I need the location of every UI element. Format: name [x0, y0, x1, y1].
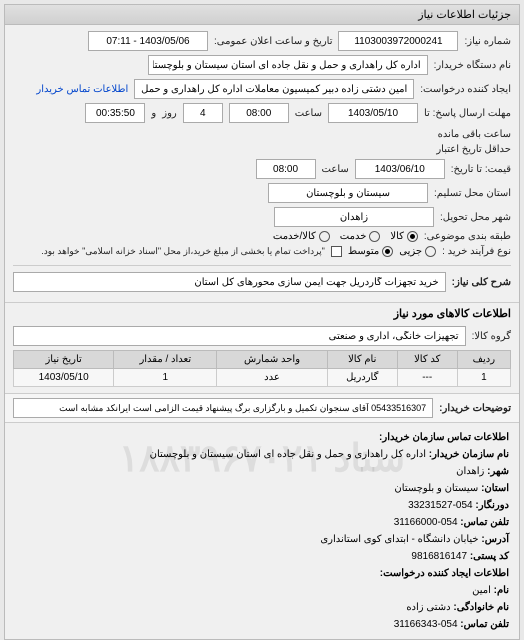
th-code: کد کالا	[397, 351, 457, 369]
radio-dot-icon	[319, 231, 330, 242]
need-no-field[interactable]	[338, 31, 458, 51]
contact-post-label: کد پستی:	[470, 551, 509, 562]
cell-code: ---	[397, 369, 457, 387]
deadline-time-field[interactable]	[229, 103, 289, 123]
table-row[interactable]: 1 --- گاردریل عدد 1 1403/05/10	[14, 369, 511, 387]
remain-days-field[interactable]	[183, 103, 223, 123]
province-field[interactable]	[268, 183, 428, 203]
contact-block: ستاد ۱۸۸۳۹۶۷۰۲۱ اطلاعات تماس سازمان خرید…	[5, 423, 519, 639]
panel-title: جزئیات اطلاعات نیاز	[5, 5, 519, 25]
contact-prov-value: سیستان و بلوچستان	[394, 483, 478, 494]
cell-qty: 1	[114, 369, 217, 387]
req-tel-label: تلفن تماس:	[460, 619, 509, 630]
announce-dt-field[interactable]	[88, 31, 208, 51]
contact-post-value: 9816816147	[411, 551, 467, 562]
deadline-label: مهلت ارسال پاسخ: تا	[424, 108, 511, 119]
validity-from-label: حداقل تاریخ اعتبار	[436, 144, 511, 155]
requester-field[interactable]	[134, 79, 414, 99]
validity-to-label: قیمت: تا تاریخ:	[451, 164, 511, 175]
contact-link[interactable]: اطلاعات تماس خریدار	[36, 84, 128, 95]
time-label-2: ساعت	[322, 164, 349, 175]
deadline-date-field[interactable]	[328, 103, 418, 123]
radio-dot-icon	[369, 231, 380, 242]
contact-tel-value: 054-33231527	[408, 500, 473, 511]
contact-title: اطلاعات تماس سازمان خریدار:	[379, 432, 509, 443]
pkg-type-group: کالا خدمت کالا/خدمت	[273, 231, 418, 242]
goods-group-field[interactable]	[13, 326, 466, 346]
contact-fax-label: تلفن تماس:	[460, 517, 509, 528]
req-fam-value: دشتی زاده	[406, 602, 450, 613]
and-label: و	[151, 108, 156, 119]
city-field[interactable]	[274, 207, 434, 227]
th-unit: واحد شمارش	[217, 351, 327, 369]
province-label: استان محل تسلیم:	[434, 188, 511, 199]
buyer-name-label: نام دستگاه خریدار:	[434, 60, 511, 71]
buy-type-note: "پرداخت تمام یا بخشی از مبلغ خرید،از محل…	[41, 246, 325, 257]
need-title-field[interactable]	[13, 272, 446, 292]
contact-prov-label: استان:	[481, 483, 509, 494]
org-label: نام سازمان خریدار:	[429, 449, 509, 460]
pkg-goods-service-radio[interactable]: کالا/خدمت	[273, 231, 330, 242]
buy-medium-radio[interactable]: متوسط	[348, 246, 393, 257]
need-details-panel: جزئیات اطلاعات نیاز شماره نیاز: تاریخ و …	[4, 4, 520, 640]
contact-fax-value: 054-31166000	[394, 517, 458, 528]
requester-label: ایجاد کننده درخواست:	[420, 84, 511, 95]
req-tel-value: 054-31166343	[394, 619, 458, 630]
form-area: شماره نیاز: تاریخ و ساعت اعلان عمومی: نا…	[5, 25, 519, 302]
buyer-notes-field[interactable]	[13, 398, 433, 418]
remaining-label: ساعت باقی مانده	[438, 129, 511, 140]
org-value: اداره کل راهداری و حمل و نقل جاده ای است…	[150, 449, 426, 460]
th-row: ردیف	[457, 351, 510, 369]
buyer-notes-label: توضیحات خریدار:	[439, 403, 511, 414]
goods-group-label: گروه کالا:	[472, 331, 511, 342]
th-qty: تعداد / مقدار	[114, 351, 217, 369]
validity-date-field[interactable]	[355, 159, 445, 179]
contact-tel-label: دورنگار:	[475, 500, 509, 511]
cell-name: گاردریل	[327, 369, 397, 387]
radio-dot-icon	[382, 246, 393, 257]
table-header-row: ردیف کد کالا نام کالا واحد شمارش تعداد /…	[14, 351, 511, 369]
validity-time-field[interactable]	[256, 159, 316, 179]
city-label: شهر محل تحویل:	[440, 212, 511, 223]
day-label: روز	[162, 108, 177, 119]
pkg-service-radio[interactable]: خدمت	[340, 231, 381, 242]
pkg-goods-radio[interactable]: کالا	[390, 231, 418, 242]
treasury-checkbox[interactable]	[331, 246, 342, 257]
time-label-1: ساعت	[295, 108, 322, 119]
need-title-label: شرح کلی نیاز:	[452, 277, 511, 288]
contact-city-value: زاهدان	[456, 466, 484, 477]
contact-addr-value: خیابان دانشگاه - ابتدای کوی استانداری	[320, 534, 478, 545]
pkg-type-label: طبقه بندی موضوعی:	[424, 231, 511, 242]
goods-info-title: اطلاعات کالاهای مورد نیاز	[5, 302, 519, 324]
announce-dt-label: تاریخ و ساعت اعلان عمومی:	[214, 36, 333, 47]
th-name: نام کالا	[327, 351, 397, 369]
radio-dot-icon	[407, 231, 418, 242]
goods-table: ردیف کد کالا نام کالا واحد شمارش تعداد /…	[13, 350, 511, 387]
th-date: تاریخ نیاز	[14, 351, 114, 369]
cell-date: 1403/05/10	[14, 369, 114, 387]
contact-city-label: شهر:	[487, 466, 509, 477]
req-name-value: امین	[472, 585, 491, 596]
contact-addr-label: آدرس:	[481, 534, 509, 545]
buyer-name-field[interactable]	[148, 55, 428, 75]
remain-time-field[interactable]	[85, 103, 145, 123]
need-no-label: شماره نیاز:	[464, 36, 511, 47]
buy-type-label: نوع فرآیند خرید :	[442, 246, 511, 257]
req-name-label: نام:	[494, 585, 509, 596]
req-title: اطلاعات ایجاد کننده درخواست:	[380, 568, 509, 579]
cell-unit: عدد	[217, 369, 327, 387]
cell-row: 1	[457, 369, 510, 387]
buy-partial-radio[interactable]: جزیی	[399, 246, 436, 257]
req-fam-label: نام خانوادگی:	[453, 602, 509, 613]
radio-dot-icon	[425, 246, 436, 257]
